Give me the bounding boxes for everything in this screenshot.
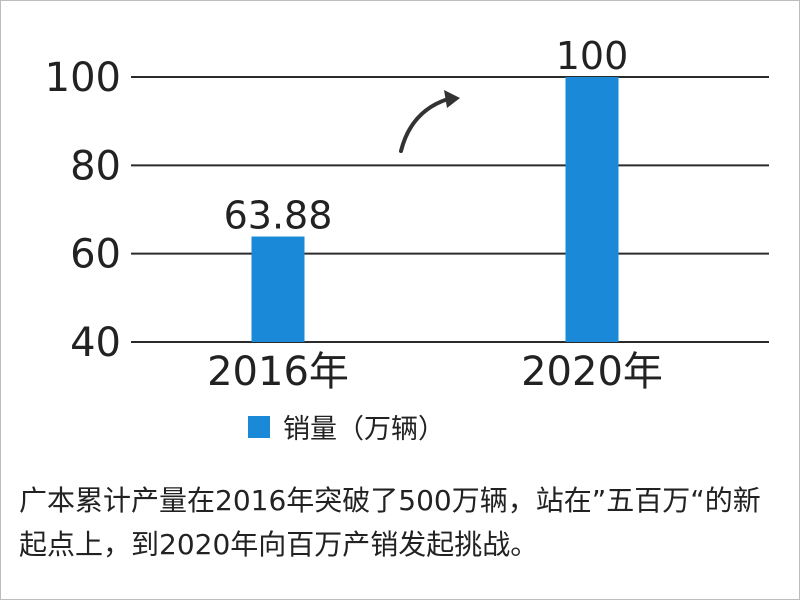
- legend-swatch: [248, 416, 270, 438]
- x-category-label-1: 2020年: [521, 349, 663, 395]
- bar-0: [251, 236, 305, 342]
- data-label-1: 100: [556, 34, 629, 78]
- y-tick-label-60: 60: [70, 232, 121, 278]
- x-category-label-0: 2016年: [207, 349, 349, 395]
- trend-arrow-icon: [399, 97, 450, 153]
- bar-1: [565, 77, 619, 342]
- data-label-0: 63.88: [224, 194, 333, 238]
- legend-label: 销量（万辆）: [283, 414, 445, 445]
- caption-text: 广本累计产量在2016年突破了500万辆，站在”五百万“的新起点上，到2020年…: [19, 484, 761, 561]
- y-tick-label-100: 100: [45, 55, 121, 101]
- trend-arrowhead-icon: [444, 90, 460, 108]
- y-tick-label-80: 80: [70, 143, 121, 189]
- y-tick-label-40: 40: [70, 320, 121, 366]
